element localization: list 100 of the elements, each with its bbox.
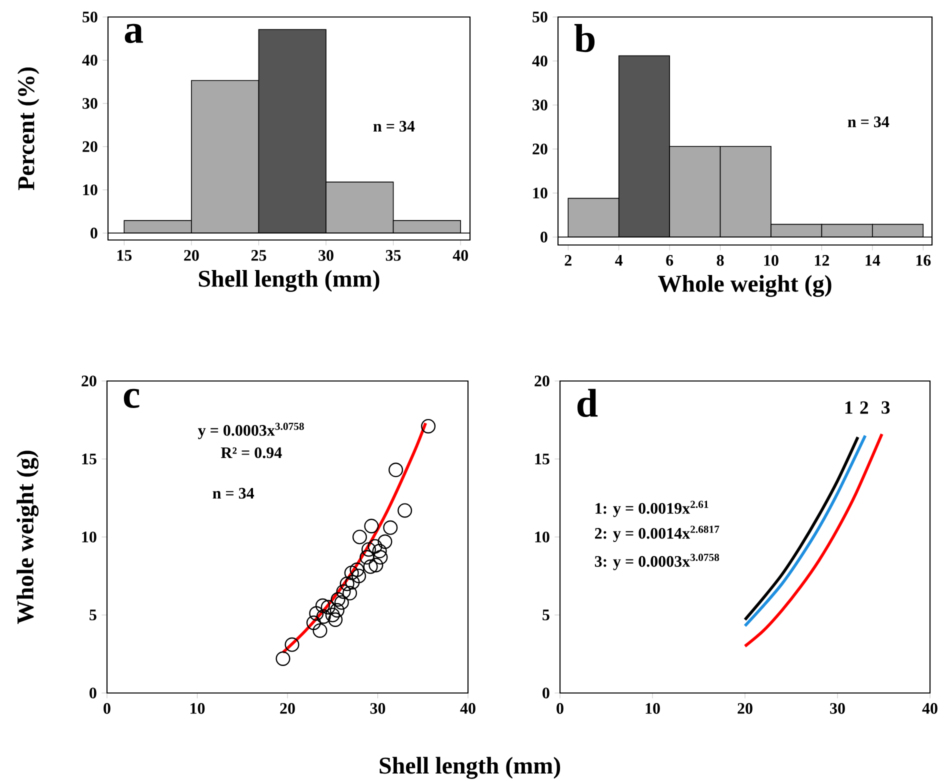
point	[316, 609, 331, 624]
x-tick-label: 0	[556, 703, 564, 714]
point	[360, 550, 374, 565]
annotation: 3: y = 0.0003x$^{3.0758}$	[594, 554, 720, 570]
point	[378, 534, 392, 549]
y-tick-label: 20	[534, 376, 550, 386]
x-tick-label: 16	[916, 255, 931, 266]
y-tick-label: 5	[90, 610, 96, 620]
point	[330, 603, 344, 618]
x-tick-label: 10	[764, 255, 778, 266]
x-tick-label: 20	[280, 703, 295, 714]
point	[350, 562, 364, 578]
point	[328, 612, 343, 627]
y-tick-label: 40	[532, 56, 548, 66]
y-tick-label: 30	[82, 98, 98, 109]
annotation: n = 34	[373, 120, 415, 132]
point	[352, 568, 366, 584]
point	[352, 530, 367, 544]
y-tick-label: 30	[532, 100, 548, 110]
annotation: 2	[860, 401, 868, 414]
x-tick-label: 15	[117, 250, 132, 261]
x-tick-label: 30	[318, 250, 334, 261]
x-tick-label: 40	[460, 703, 476, 714]
chart-title: b	[574, 24, 595, 52]
x-tick-label: 6	[666, 255, 674, 266]
point	[312, 623, 328, 638]
x-tick-label: 30	[370, 703, 386, 714]
y-tick-label: 50	[82, 12, 98, 22]
y-tick-label: 0	[90, 688, 96, 698]
x-tick-label: 12	[814, 255, 830, 266]
point	[309, 606, 324, 621]
y-axis-title: Whole weight (g)	[16, 450, 39, 624]
y-axis-title: Percent (%)	[17, 67, 40, 190]
x-tick-label: 20	[184, 250, 199, 261]
point	[361, 542, 376, 557]
point	[398, 503, 412, 518]
x-axis-title: Whole weight (g)	[658, 274, 832, 297]
y-tick-label: 10	[83, 184, 98, 196]
y-tick-label: 5	[542, 610, 550, 620]
annotation: y = 0.0003x$^{3.0758}$	[198, 422, 304, 440]
chart-title: d	[577, 388, 598, 417]
x-tick-label: 20	[738, 703, 752, 714]
y-tick-label: 15	[82, 454, 96, 464]
annotation: 2: y = 0.0014x$^{2.6817}$	[594, 526, 720, 542]
point	[336, 584, 351, 599]
point	[421, 418, 436, 434]
chart-title: c	[124, 388, 140, 408]
line-series	[744, 432, 884, 648]
y-tick-label: 15	[535, 454, 550, 464]
x-axis-title: Shell length (mm)	[198, 270, 380, 292]
point	[342, 586, 358, 600]
x-tick-label: 30	[830, 703, 845, 714]
point	[368, 539, 382, 554]
point	[340, 576, 354, 592]
point	[276, 651, 290, 666]
chart-title: a	[124, 24, 143, 44]
point	[325, 608, 340, 622]
y-tick-label: 0	[90, 228, 98, 238]
x-tick-label: 40	[452, 250, 468, 261]
x-tick-label: 4	[615, 255, 623, 266]
point	[373, 550, 388, 565]
y-tick-label: 0	[540, 232, 548, 242]
annotation: n = 34	[212, 488, 254, 499]
point	[345, 574, 360, 590]
point	[315, 598, 330, 613]
point	[372, 544, 387, 558]
annotation: n = 34	[848, 116, 890, 128]
annotation: 3	[882, 401, 890, 414]
x-tick-label: 35	[386, 250, 401, 261]
x-tick-label: 10	[190, 703, 205, 714]
point	[320, 600, 336, 614]
y-tick-label: 20	[82, 141, 98, 152]
point	[363, 559, 378, 574]
point	[344, 566, 359, 580]
x-axis-title: Shell length (mm)	[380, 756, 560, 779]
point	[364, 518, 379, 534]
x-tick-label: 40	[922, 703, 938, 714]
x-tick-label: 0	[104, 703, 110, 714]
x-tick-label: 25	[251, 250, 266, 261]
annotation: R² = 0.94	[220, 447, 282, 458]
x-tick-label: 14	[866, 255, 880, 266]
point	[284, 637, 300, 652]
y-tick-label: 10	[535, 532, 550, 542]
y-tick-label: 10	[533, 188, 548, 198]
point	[330, 592, 346, 607]
y-tick-label: 50	[532, 12, 548, 22]
point	[306, 616, 321, 630]
x-tick-label: 8	[716, 255, 724, 266]
y-tick-label: 20	[532, 144, 548, 154]
annotation: 1	[845, 401, 852, 414]
point	[368, 558, 384, 572]
y-tick-label: 0	[542, 688, 550, 698]
y-tick-label: 10	[82, 532, 96, 542]
annotation: 1: y = 0.0019x$^{2.61}$	[596, 500, 708, 518]
point	[388, 462, 404, 478]
point	[334, 595, 349, 610]
x-tick-label: 10	[646, 703, 660, 714]
point	[383, 520, 398, 535]
y-tick-label: 20	[82, 376, 96, 386]
x-tick-label: 2	[564, 255, 572, 266]
